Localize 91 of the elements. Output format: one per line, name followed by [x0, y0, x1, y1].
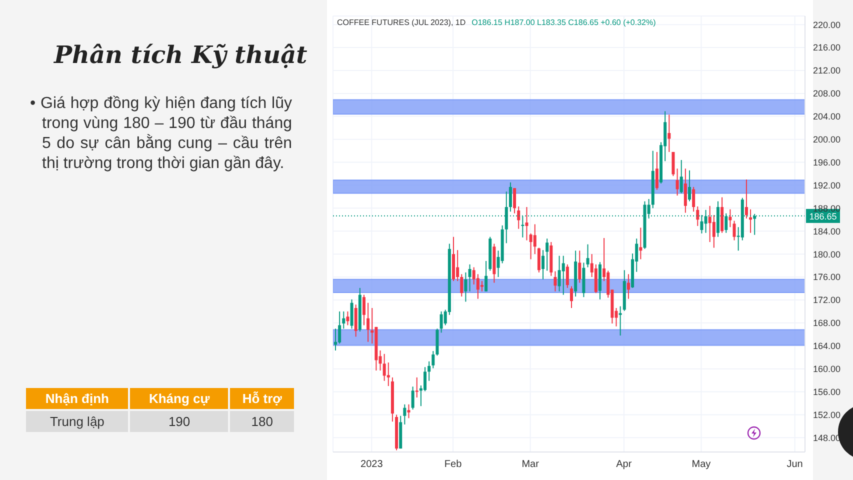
candlestick	[456, 250, 460, 282]
y-tick-label: 220.00	[813, 20, 841, 30]
y-tick-label: 172.00	[813, 295, 841, 306]
candlestick	[460, 274, 464, 298]
candlestick	[513, 188, 516, 214]
candlestick	[338, 310, 342, 344]
candlestick	[362, 294, 366, 326]
x-tick-label: Apr	[616, 459, 632, 470]
candlestick	[672, 151, 675, 177]
candlestick	[542, 250, 545, 280]
chart-subtitle: O186.15 H187.00 L183.35 C186.65 +0.60 (+0.32%)	[472, 18, 656, 27]
candlestick	[468, 264, 472, 292]
y-tick-label: 204.00	[813, 112, 841, 122]
y-tick-label: 176.00	[813, 272, 841, 282]
candlestick	[411, 386, 414, 410]
candlestick	[464, 272, 468, 302]
candlestick	[684, 168, 687, 214]
chart-title: COFFEE FUTURES (JUL 2023), 1D	[337, 18, 466, 27]
text: Phân tích Kỹ thuật	[54, 40, 308, 69]
y-tick-label: 184.00	[813, 226, 841, 236]
text: Trung lập	[26, 411, 128, 432]
candlestick	[533, 224, 536, 255]
text: Nhận định	[26, 388, 128, 409]
candlestick	[668, 114, 671, 152]
candlestick	[350, 298, 354, 330]
y-tick-label: 192.00	[813, 180, 841, 190]
candlestick	[688, 170, 691, 202]
candlestick	[639, 227, 642, 260]
y-tick-label: 160.00	[813, 364, 841, 374]
candlestick	[440, 310, 443, 334]
x-tick-label: 2023	[360, 459, 384, 470]
candlestick	[476, 274, 480, 300]
candlestick	[537, 247, 540, 273]
candlestick	[508, 182, 512, 212]
candlestick	[676, 168, 679, 196]
candlestick	[566, 264, 569, 288]
candlestick	[586, 244, 590, 268]
candlestick	[626, 274, 630, 300]
candlestick	[546, 238, 549, 272]
y-tick-label: 212.00	[813, 66, 841, 76]
text: • Giá hợp đồng kỳ hiện đang tích lũy trong vùng 180 – 190 từ đầu tháng 5 do sự cân bằng cung – cầu trên thị trường trong thời gian gần đây.	[30, 94, 292, 174]
candlestick	[366, 302, 370, 342]
candlestick	[346, 310, 350, 326]
y-tick-label: 164.00	[813, 341, 841, 352]
candlestick	[696, 206, 700, 226]
candlestick	[570, 286, 573, 309]
candlestick	[578, 250, 582, 284]
candlestick	[415, 376, 418, 398]
candlestick	[403, 404, 406, 425]
candlestick	[744, 179, 748, 220]
candlestick	[712, 214, 716, 248]
candlestick	[354, 304, 358, 338]
candlestick	[484, 260, 488, 292]
candlestick	[554, 270, 557, 292]
candlestick	[432, 350, 435, 369]
candlestick	[382, 353, 386, 382]
y-tick-label: 152.00	[813, 410, 841, 420]
candlestick	[342, 310, 346, 330]
x-tick-label: Mar	[522, 459, 540, 470]
candlestick	[732, 220, 736, 241]
x-tick-label: May	[692, 459, 711, 470]
candlestick	[618, 306, 622, 336]
candlestick	[680, 159, 683, 194]
x-tick-label: Jun	[786, 459, 803, 470]
candlestick	[517, 206, 520, 230]
candlestick	[428, 360, 431, 382]
candlestick	[562, 255, 565, 296]
text: 190	[130, 411, 228, 432]
y-tick-label: 200.00	[813, 134, 841, 145]
candlestick	[480, 280, 484, 292]
y-tick-label: 196.00	[813, 157, 841, 168]
candlestick	[692, 186, 696, 212]
text: Hỗ trợ	[230, 388, 294, 409]
y-tick-label: 180.00	[813, 249, 841, 260]
ref-line-label: 186.65	[809, 211, 837, 222]
candlestick	[594, 264, 598, 294]
candlestick	[655, 151, 658, 190]
y-tick-label: 168.00	[813, 318, 841, 328]
candlestick	[525, 206, 528, 241]
y-tick-label: 156.00	[813, 386, 841, 397]
candlestick	[407, 404, 410, 419]
x-tick-label: Feb	[444, 459, 462, 470]
candlestick	[708, 205, 712, 243]
y-tick-label: 208.00	[813, 88, 841, 99]
candlestick	[558, 255, 561, 292]
candlestick	[424, 366, 427, 392]
candlestick	[386, 362, 390, 387]
text: 180	[230, 411, 294, 432]
text: Kháng cự	[130, 388, 228, 409]
candlestick	[529, 232, 532, 260]
y-tick-label: 216.00	[813, 42, 841, 53]
